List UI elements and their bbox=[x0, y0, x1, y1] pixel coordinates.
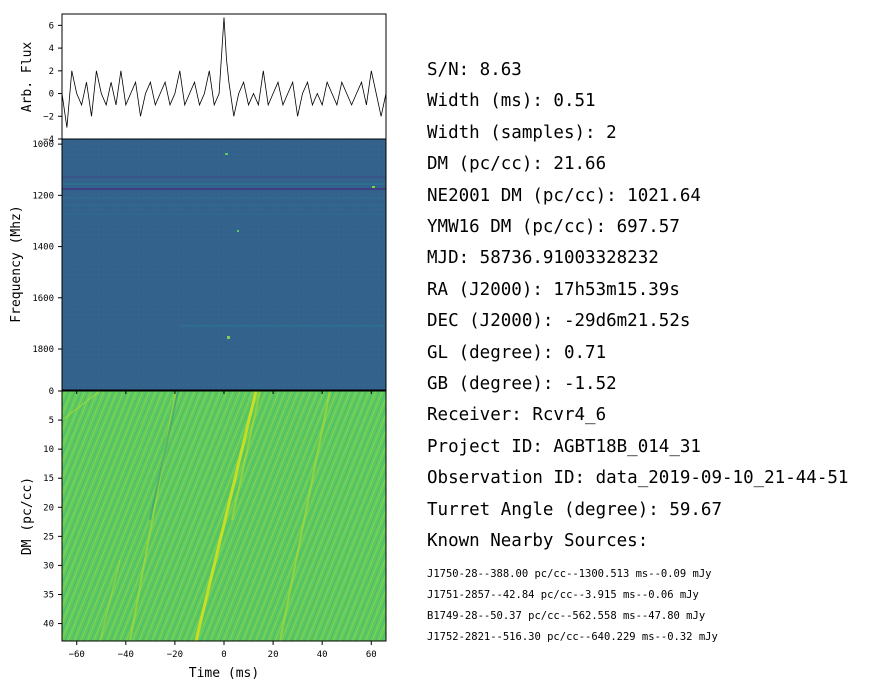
info-line: DM (pc/cc): 21.66 bbox=[427, 154, 607, 175]
profile-ylabel: Arb. Flux bbox=[20, 42, 35, 113]
info-line: Width (ms): 0.51 bbox=[427, 91, 596, 112]
info-line: DEC (J2000): -29d6m21.52s bbox=[427, 311, 691, 332]
dm-xlabel: Time (ms) bbox=[189, 666, 259, 681]
dm-xtick-label: 60 bbox=[366, 650, 377, 660]
dm-xtick-label: 40 bbox=[317, 650, 328, 660]
info-line: Receiver: Rcvr4_6 bbox=[427, 405, 607, 426]
profile-ytick-label: 2 bbox=[49, 67, 54, 77]
frequency-ytick-label: 1800 bbox=[32, 345, 54, 355]
dm-ytick-label: 0 bbox=[49, 387, 54, 397]
frequency-ytick-label: 1000 bbox=[32, 140, 54, 150]
dm-ytick-label: 5 bbox=[49, 416, 54, 426]
profile-line bbox=[61, 17, 387, 128]
dm-xtick-label: 0 bbox=[221, 650, 226, 660]
profile-ytick-label: 4 bbox=[49, 44, 54, 54]
info-line: Observation ID: data_2019-09-10_21-44-51 bbox=[427, 468, 849, 489]
dm-panel: 0 5 10 15 20 25 30 35 40 −60 −40 −20 0 20 40 60 DM (pc… bbox=[20, 387, 387, 681]
dm-xtick-label: 20 bbox=[268, 650, 279, 660]
frequency-ytick-label: 1200 bbox=[32, 191, 54, 201]
frequency-ytick-label: 1400 bbox=[32, 243, 54, 253]
nearby-source-item: J1752-2821--516.30 pc/cc--640.229 ms--0.… bbox=[427, 631, 718, 643]
dm-xtick-label: −20 bbox=[167, 650, 183, 660]
info-line: MJD: 58736.91003328232 bbox=[427, 248, 659, 269]
info-line: Known Nearby Sources: bbox=[427, 531, 649, 551]
dm-ytick-label: 15 bbox=[43, 474, 54, 484]
info-line: YMW16 DM (pc/cc): 697.57 bbox=[427, 217, 680, 237]
dm-ytick-label: 25 bbox=[43, 532, 54, 542]
nearby-source-item: J1751-2857--42.84 pc/cc--3.915 ms--0.06 … bbox=[427, 589, 699, 601]
dm-xtick-label: −60 bbox=[69, 650, 85, 660]
info-line: RA (J2000): 17h53m15.39s bbox=[427, 279, 680, 300]
frequency-ytick-label: 1600 bbox=[32, 294, 54, 304]
dm-ytick-label: 30 bbox=[43, 561, 54, 571]
dm-ytick-label: 20 bbox=[43, 503, 54, 513]
info-line: GB (degree): -1.52 bbox=[427, 374, 617, 394]
nearby-source-item: B1749-28--50.37 pc/cc--562.558 ms--47.80… bbox=[427, 610, 706, 622]
profile-ytick-label: 6 bbox=[49, 21, 54, 31]
profile-ytick-label: 0 bbox=[49, 90, 54, 100]
dm-ytick-label: 35 bbox=[43, 590, 54, 600]
info-line: Width (samples): 2 bbox=[427, 122, 617, 143]
info-line: NE2001 DM (pc/cc): 1021.64 bbox=[427, 185, 701, 206]
info-line: Turret Angle (degree): 59.67 bbox=[427, 499, 723, 520]
frequency-ylabel: Frequency (Mhz) bbox=[9, 205, 24, 322]
frequency-heatmap bbox=[62, 139, 386, 390]
info-line: GL (degree): 0.71 bbox=[427, 342, 607, 363]
profile-panel: 6 4 2 0 −2 −4 Arb. Flux bbox=[20, 13, 387, 145]
dm-ylabel: DM (pc/cc) bbox=[20, 477, 35, 555]
dm-ytick-label: 10 bbox=[43, 445, 54, 455]
info-line: S/N: 8.63 bbox=[427, 60, 522, 80]
dm-ytick-label: 40 bbox=[43, 620, 54, 630]
dm-xtick-label: −40 bbox=[118, 650, 134, 660]
frequency-panel: 1000 1200 1400 1600 1800 Frequency (Mhz) bbox=[9, 138, 387, 391]
dm-heatmap bbox=[62, 391, 386, 641]
profile-ytick-label: −2 bbox=[43, 112, 54, 122]
info-line: Project ID: AGBT18B_014_31 bbox=[427, 436, 701, 457]
nearby-source-item: J1750-28--388.00 pc/cc--1300.513 ms--0.0… bbox=[427, 568, 712, 580]
profile-ytick-label: −4 bbox=[43, 135, 54, 145]
